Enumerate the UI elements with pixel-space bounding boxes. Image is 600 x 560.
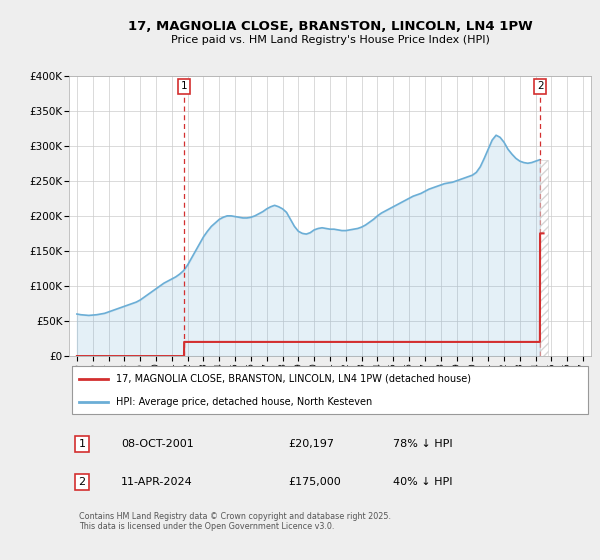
Text: 2: 2 [79,477,86,487]
Text: 17, MAGNOLIA CLOSE, BRANSTON, LINCOLN, LN4 1PW: 17, MAGNOLIA CLOSE, BRANSTON, LINCOLN, L… [128,20,532,32]
Text: 08-OCT-2001: 08-OCT-2001 [121,439,194,449]
Text: 1: 1 [79,439,86,449]
Text: £175,000: £175,000 [288,477,341,487]
Text: 11-APR-2024: 11-APR-2024 [121,477,193,487]
Text: 40% ↓ HPI: 40% ↓ HPI [392,477,452,487]
Text: 1: 1 [181,81,187,91]
Text: HPI: Average price, detached house, North Kesteven: HPI: Average price, detached house, Nort… [116,397,372,407]
Text: Contains HM Land Registry data © Crown copyright and database right 2025.
This d: Contains HM Land Registry data © Crown c… [79,512,391,531]
Text: 2: 2 [537,81,544,91]
FancyBboxPatch shape [71,366,589,414]
Text: Price paid vs. HM Land Registry's House Price Index (HPI): Price paid vs. HM Land Registry's House … [170,35,490,45]
Text: 17, MAGNOLIA CLOSE, BRANSTON, LINCOLN, LN4 1PW (detached house): 17, MAGNOLIA CLOSE, BRANSTON, LINCOLN, L… [116,374,471,384]
Text: 78% ↓ HPI: 78% ↓ HPI [392,439,452,449]
Text: £20,197: £20,197 [288,439,334,449]
